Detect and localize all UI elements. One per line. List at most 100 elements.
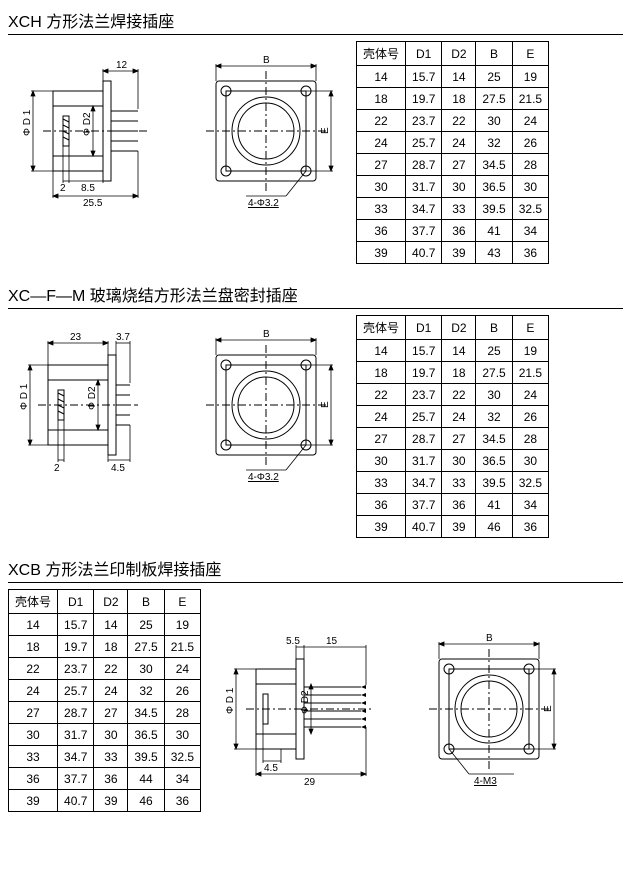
table-row: 3031.73036.530 bbox=[9, 724, 201, 746]
table-cell: 14 bbox=[442, 340, 476, 362]
table-cell: 14 bbox=[442, 66, 476, 88]
table-cell: 24 bbox=[9, 680, 58, 702]
table-cell: 14 bbox=[94, 614, 128, 636]
table-row: 3334.73339.532.5 bbox=[357, 472, 549, 494]
table-cell: 39.5 bbox=[476, 472, 512, 494]
xch-dim-b2: 8.5 bbox=[81, 183, 95, 194]
table-cell: 36 bbox=[164, 790, 200, 812]
table-cell: 39 bbox=[357, 242, 406, 264]
xcb-side-view: 5.5 15 Φ D 1 Φ D2 bbox=[211, 619, 391, 789]
table-cell: 32 bbox=[476, 406, 512, 428]
table-cell: 39 bbox=[9, 790, 58, 812]
xcfm-front-view: B E 4-Φ3.2 bbox=[186, 315, 346, 485]
table-header-row: 壳体号 D1 D2 B E bbox=[357, 316, 549, 340]
table-cell: 18 bbox=[9, 636, 58, 658]
th: 壳体号 bbox=[9, 590, 58, 614]
table-cell: 36 bbox=[357, 220, 406, 242]
table-cell: 26 bbox=[512, 132, 548, 154]
table-cell: 23.7 bbox=[406, 384, 442, 406]
table-cell: 40.7 bbox=[58, 790, 94, 812]
xcfm-dim-d2: Φ D2 bbox=[87, 386, 98, 410]
table-row: 1415.7142519 bbox=[9, 614, 201, 636]
table-cell: 25.7 bbox=[406, 132, 442, 154]
table-cell: 32.5 bbox=[512, 198, 548, 220]
th: 壳体号 bbox=[357, 42, 406, 66]
table-cell: 27 bbox=[94, 702, 128, 724]
table-cell: 39.5 bbox=[476, 198, 512, 220]
xch-hole-note: 4-Φ3.2 bbox=[248, 198, 279, 209]
table-cell: 15.7 bbox=[58, 614, 94, 636]
table-cell: 19 bbox=[164, 614, 200, 636]
xch-dim-E: E bbox=[320, 127, 331, 134]
table-cell: 39 bbox=[357, 516, 406, 538]
table-cell: 30 bbox=[442, 176, 476, 198]
table-cell: 28.7 bbox=[406, 428, 442, 450]
table-cell: 27 bbox=[442, 428, 476, 450]
table-cell: 24 bbox=[94, 680, 128, 702]
table-cell: 19.7 bbox=[406, 88, 442, 110]
table-cell: 22 bbox=[442, 384, 476, 406]
table-cell: 28 bbox=[512, 154, 548, 176]
table-row: 2425.7243226 bbox=[357, 132, 549, 154]
xcb-dim-B: B bbox=[486, 633, 493, 644]
th: D2 bbox=[442, 42, 476, 66]
table-cell: 31.7 bbox=[406, 450, 442, 472]
table-row: 2425.7243226 bbox=[9, 680, 201, 702]
table-cell: 33 bbox=[442, 198, 476, 220]
table-cell: 25.7 bbox=[406, 406, 442, 428]
table-cell: 22 bbox=[357, 384, 406, 406]
xch-dim-bottom: 25.5 bbox=[83, 198, 103, 209]
table-cell: 36 bbox=[94, 768, 128, 790]
table-cell: 24 bbox=[442, 406, 476, 428]
table-cell: 30 bbox=[357, 176, 406, 198]
table-cell: 39 bbox=[442, 516, 476, 538]
table-cell: 32.5 bbox=[164, 746, 200, 768]
table-row: 3031.73036.530 bbox=[357, 176, 549, 198]
table-cell: 21.5 bbox=[512, 88, 548, 110]
table-row: 1819.71827.521.5 bbox=[9, 636, 201, 658]
table-cell: 15.7 bbox=[406, 340, 442, 362]
table-cell: 34 bbox=[512, 494, 548, 516]
xcfm-dim-B: B bbox=[263, 329, 270, 340]
table-cell: 28 bbox=[164, 702, 200, 724]
table-cell: 27 bbox=[442, 154, 476, 176]
table-cell: 30 bbox=[94, 724, 128, 746]
table-cell: 31.7 bbox=[58, 724, 94, 746]
section-xch: XCH 方形法兰焊接插座 bbox=[8, 8, 623, 264]
xcb-dim-d2: Φ D2 bbox=[300, 690, 311, 714]
table-cell: 34 bbox=[512, 220, 548, 242]
table-cell: 27.5 bbox=[476, 362, 512, 384]
table-cell: 23.7 bbox=[58, 658, 94, 680]
section-xch-title: XCH 方形法兰焊接插座 bbox=[8, 8, 623, 35]
table-cell: 14 bbox=[357, 340, 406, 362]
table-cell: 19.7 bbox=[58, 636, 94, 658]
table-cell: 33 bbox=[357, 198, 406, 220]
xch-dim-top: 12 bbox=[116, 60, 128, 71]
table-row: 3940.7394636 bbox=[9, 790, 201, 812]
table-cell: 30 bbox=[512, 176, 548, 198]
table-cell: 27 bbox=[9, 702, 58, 724]
table-cell: 24 bbox=[442, 132, 476, 154]
table-cell: 34.7 bbox=[406, 198, 442, 220]
table-cell: 14 bbox=[357, 66, 406, 88]
table-cell: 24 bbox=[164, 658, 200, 680]
table-row: 2223.7223024 bbox=[357, 384, 549, 406]
th: B bbox=[128, 590, 164, 614]
table-row: 1819.71827.521.5 bbox=[357, 362, 549, 384]
xcfm-hole-note: 4-Φ3.2 bbox=[248, 472, 279, 483]
xcb-dim-top2: 15 bbox=[326, 636, 338, 647]
table-cell: 25 bbox=[476, 66, 512, 88]
table-cell: 36.5 bbox=[476, 450, 512, 472]
table-cell: 25 bbox=[128, 614, 164, 636]
th: B bbox=[476, 316, 512, 340]
table-cell: 34 bbox=[164, 768, 200, 790]
th: B bbox=[476, 42, 512, 66]
table-cell: 30 bbox=[476, 384, 512, 406]
table-row: 2728.72734.528 bbox=[357, 428, 549, 450]
table-cell: 36 bbox=[9, 768, 58, 790]
table-row: 2425.7243226 bbox=[357, 406, 549, 428]
table-cell: 27.5 bbox=[128, 636, 164, 658]
xch-dim-d1: Φ D 1 bbox=[22, 109, 33, 136]
xcfm-table: 壳体号 D1 D2 B E 1415.71425191819.71827.521… bbox=[356, 315, 549, 538]
table-cell: 18 bbox=[357, 88, 406, 110]
